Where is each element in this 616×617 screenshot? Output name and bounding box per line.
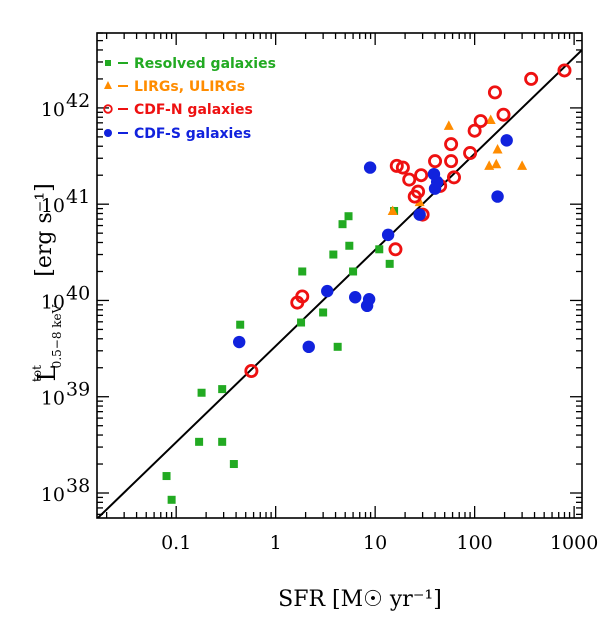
point-cdfn-galaxy	[524, 71, 539, 86]
y-tick-label: 10	[41, 291, 65, 313]
point-resolved-galaxy	[338, 220, 347, 229]
point-cdfn-galaxy	[444, 154, 459, 169]
point-cdfn-galaxy	[414, 168, 429, 183]
point-resolved-galaxy	[197, 388, 206, 397]
legend-label-cdfn: CDF-N galaxies	[134, 102, 253, 118]
axis-ticks	[97, 32, 582, 518]
point-resolved-galaxy	[297, 318, 306, 327]
point-cdfn-galaxy	[411, 184, 426, 199]
y-tick-exponent: 40	[66, 282, 90, 304]
point-cdfn-galaxy	[389, 158, 404, 173]
legend-item-lirgs: LIRGs, ULIRGs	[104, 79, 245, 95]
svg-text:L tot 0.5−8 keV: L tot 0.5−8 keV [erg s⁻¹]	[22, 183, 67, 382]
point-cdfs-galaxy	[233, 335, 246, 349]
point-cdfn-galaxy	[446, 170, 461, 185]
point-resolved-galaxy	[195, 437, 204, 446]
plot-frame	[96, 32, 583, 519]
point-lirg	[484, 160, 495, 170]
point-resolved-galaxy	[385, 259, 394, 268]
point-cdfn-galaxy	[557, 63, 572, 78]
x-tick-label: 1	[270, 532, 282, 554]
legend-marker-triangle	[104, 81, 112, 89]
point-cdfn-galaxy	[428, 154, 443, 169]
point-resolved-galaxy	[344, 212, 353, 221]
point-cdfn-galaxy	[295, 289, 310, 304]
point-cdfn-galaxy	[244, 364, 259, 379]
point-cdfs-galaxy	[381, 228, 395, 242]
point-cdfn-galaxy	[388, 242, 403, 257]
x-tick-label: 100	[457, 532, 493, 554]
point-resolved-galaxy	[329, 250, 338, 259]
point-resolved-galaxy	[298, 267, 307, 276]
y-title-units: [erg s⁻¹]	[32, 183, 57, 277]
point-cdfs-galaxy	[491, 190, 504, 203]
point-resolved-galaxy	[218, 385, 227, 394]
point-cdfn-galaxy	[496, 107, 511, 122]
point-cdfs-galaxy	[348, 291, 362, 304]
x-axis-title: SFR [M☉ yr⁻¹]	[278, 587, 442, 612]
point-cdfs-galaxy	[363, 161, 377, 174]
y-title-sup: tot	[30, 365, 44, 382]
x-tick-label: 0.1	[161, 532, 191, 554]
y-tick-label: 10	[41, 388, 65, 410]
y-tick-exponent: 41	[66, 186, 90, 208]
point-resolved-galaxy	[167, 495, 176, 504]
point-lirg	[491, 158, 502, 169]
legend-label-resolved: Resolved galaxies	[134, 56, 276, 72]
point-lirg	[485, 114, 496, 124]
point-cdfn-galaxy	[444, 137, 459, 152]
point-resolved-galaxy	[236, 320, 245, 329]
y-tick-label: 10	[41, 484, 65, 506]
data-points	[162, 63, 572, 504]
x-tick-label: 1000	[550, 532, 598, 554]
legend-marker-square	[105, 60, 111, 66]
y-tick-label: 10	[41, 99, 65, 121]
point-cdfn-galaxy	[467, 123, 482, 138]
point-resolved-galaxy	[229, 460, 238, 469]
legend-item-cdfn: CDF-N galaxies	[103, 102, 253, 118]
legend-label-lirgs: LIRGs, ULIRGs	[134, 79, 245, 95]
point-resolved-galaxy	[349, 267, 358, 276]
point-cdfs-galaxy	[362, 293, 376, 306]
point-cdfs-galaxy	[413, 208, 426, 221]
point-resolved-galaxy	[162, 472, 171, 481]
point-cdfs-galaxy	[430, 175, 444, 189]
y-axis-title: L tot 0.5−8 keV [erg s⁻¹]	[22, 183, 67, 382]
x-tick-labels: 0.1 1 10 100 1000	[161, 532, 598, 554]
point-cdfs-galaxy	[500, 134, 513, 147]
point-cdfn-galaxy	[395, 160, 410, 175]
point-cdfn-galaxy	[473, 114, 488, 129]
y-tick-exponent: 42	[66, 90, 90, 112]
legend-item-resolved: Resolved galaxies	[105, 56, 276, 72]
y-title-main: L	[33, 365, 61, 381]
fit-line	[97, 49, 582, 518]
x-tick-label: 10	[363, 532, 387, 554]
y-tick-exponent: 39	[66, 379, 90, 401]
y-title-sub: 0.5−8 keV	[50, 304, 64, 368]
legend-item-cdfs: CDF-S galaxies	[104, 126, 251, 142]
point-cdfs-galaxy	[302, 340, 315, 354]
point-resolved-galaxy	[333, 342, 342, 351]
y-tick-exponent: 38	[66, 475, 90, 497]
point-resolved-galaxy	[375, 245, 384, 254]
point-lirg	[492, 143, 503, 154]
point-lirg	[517, 160, 528, 170]
fit-line-group	[97, 49, 582, 518]
point-resolved-galaxy	[218, 437, 227, 446]
point-cdfn-galaxy	[463, 146, 478, 161]
legend: Resolved galaxies LIRGs, ULIRGs CDF-N ga…	[103, 56, 276, 142]
legend-marker-filled-circle	[104, 129, 112, 137]
point-lirg	[387, 205, 398, 215]
point-cdfn-galaxy	[487, 85, 502, 100]
legend-label-cdfs: CDF-S galaxies	[134, 126, 251, 142]
y-tick-label: 10	[41, 195, 65, 217]
point-resolved-galaxy	[319, 308, 328, 317]
point-cdfs-galaxy	[321, 284, 334, 298]
point-lirg	[443, 120, 454, 130]
point-cdfn-galaxy	[402, 172, 417, 187]
legend-marker-open-circle	[103, 104, 113, 114]
point-resolved-galaxy	[345, 241, 354, 250]
